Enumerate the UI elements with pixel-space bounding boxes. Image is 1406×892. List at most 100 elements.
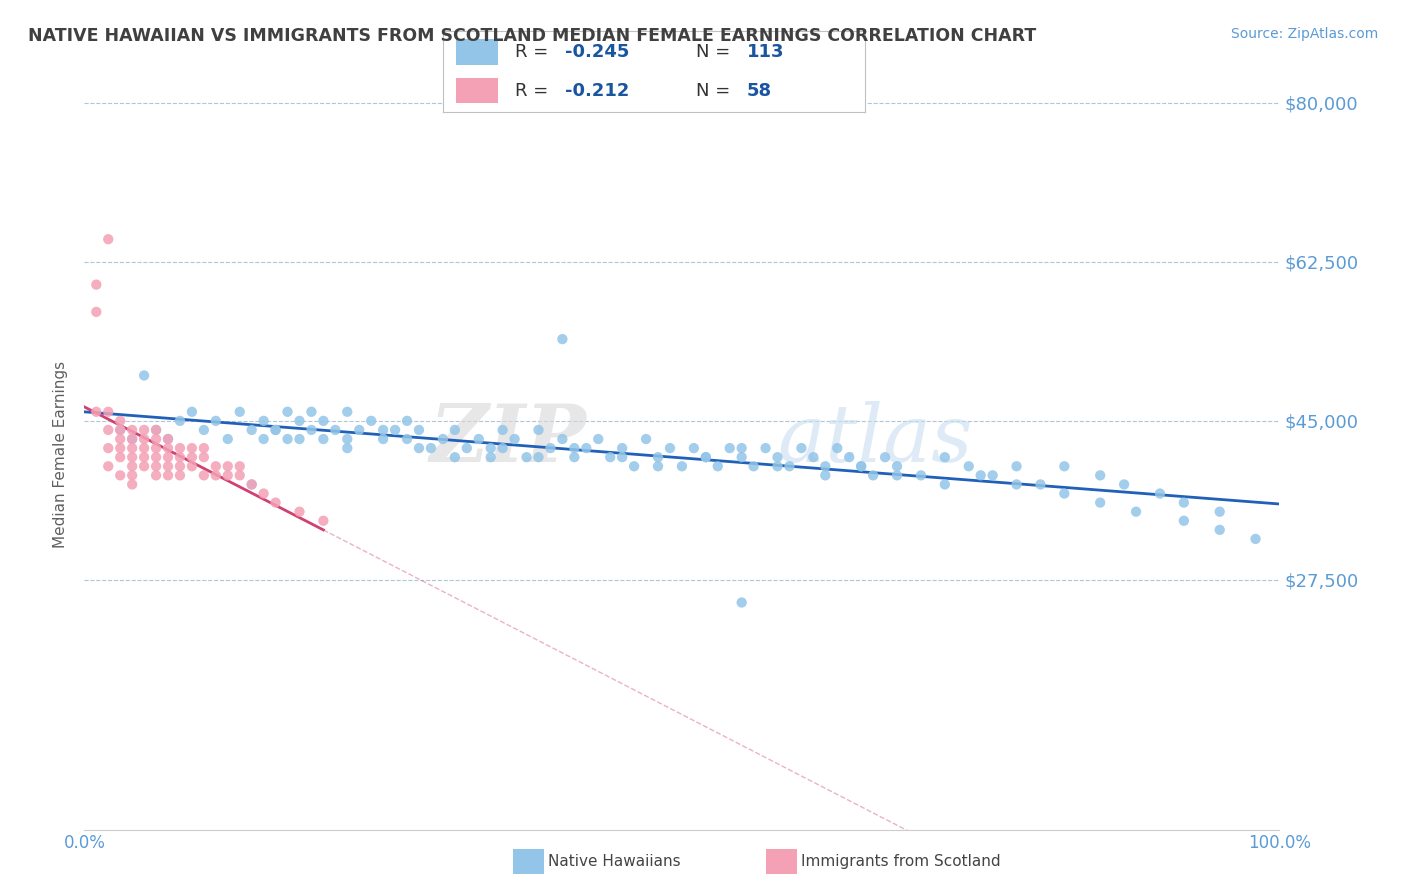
Point bbox=[444, 423, 467, 437]
Point bbox=[540, 441, 562, 455]
Point bbox=[718, 441, 741, 455]
Point bbox=[731, 450, 754, 465]
Point bbox=[683, 441, 706, 455]
Point bbox=[766, 450, 789, 465]
Point bbox=[121, 441, 143, 455]
Point bbox=[1173, 495, 1195, 509]
Point bbox=[564, 450, 586, 465]
Point bbox=[121, 432, 143, 446]
Point bbox=[169, 441, 191, 455]
Point bbox=[373, 423, 395, 437]
Point bbox=[336, 441, 359, 455]
Point bbox=[551, 332, 574, 346]
Point bbox=[97, 423, 120, 437]
Point bbox=[934, 477, 956, 491]
Point bbox=[253, 486, 276, 500]
Point bbox=[707, 459, 730, 474]
Point bbox=[301, 423, 323, 437]
Point bbox=[169, 414, 191, 428]
Point bbox=[169, 468, 191, 483]
Point bbox=[205, 459, 228, 474]
Point bbox=[408, 441, 430, 455]
Point bbox=[157, 459, 180, 474]
Point bbox=[288, 414, 311, 428]
Point bbox=[803, 450, 825, 465]
Point bbox=[766, 459, 789, 474]
Point bbox=[110, 468, 132, 483]
Point bbox=[145, 468, 167, 483]
Point bbox=[1125, 505, 1147, 519]
Point bbox=[731, 595, 754, 609]
Point bbox=[181, 450, 204, 465]
Point bbox=[229, 459, 252, 474]
Point bbox=[312, 432, 335, 446]
Point bbox=[157, 432, 180, 446]
Point bbox=[695, 450, 717, 465]
Text: Native Hawaiians: Native Hawaiians bbox=[548, 855, 681, 869]
Point bbox=[240, 477, 263, 491]
Point bbox=[1090, 495, 1112, 509]
Point bbox=[145, 432, 167, 446]
Point bbox=[97, 405, 120, 419]
Point bbox=[957, 459, 980, 474]
Point bbox=[1090, 468, 1112, 483]
Point bbox=[851, 459, 873, 474]
Point bbox=[110, 432, 132, 446]
Point bbox=[132, 423, 156, 437]
Point bbox=[97, 441, 120, 455]
Point bbox=[755, 441, 778, 455]
Point bbox=[193, 423, 215, 437]
Point bbox=[86, 405, 108, 419]
Point bbox=[193, 441, 215, 455]
Point bbox=[456, 441, 478, 455]
Text: 58: 58 bbox=[747, 82, 772, 100]
Point bbox=[97, 459, 120, 474]
Point bbox=[564, 441, 586, 455]
Point bbox=[86, 277, 108, 292]
Point bbox=[742, 459, 765, 474]
Point bbox=[1209, 505, 1232, 519]
Point bbox=[827, 441, 849, 455]
Point bbox=[157, 450, 180, 465]
Point bbox=[1053, 486, 1076, 500]
Point bbox=[503, 432, 526, 446]
Text: atlas: atlas bbox=[778, 401, 973, 479]
Point bbox=[264, 423, 287, 437]
Point bbox=[132, 450, 156, 465]
Point bbox=[181, 459, 204, 474]
Text: ZIP: ZIP bbox=[429, 401, 586, 479]
Point bbox=[384, 423, 406, 437]
Point bbox=[934, 450, 956, 465]
Point bbox=[814, 459, 837, 474]
Point bbox=[110, 423, 132, 437]
Point bbox=[121, 468, 143, 483]
Point bbox=[145, 459, 167, 474]
Point bbox=[970, 468, 993, 483]
Point bbox=[205, 468, 228, 483]
Point bbox=[360, 414, 382, 428]
Point bbox=[636, 432, 658, 446]
Point bbox=[1149, 486, 1171, 500]
Point bbox=[432, 432, 454, 446]
Point bbox=[790, 441, 813, 455]
Point bbox=[838, 450, 860, 465]
Point bbox=[288, 432, 311, 446]
Text: Source: ZipAtlas.com: Source: ZipAtlas.com bbox=[1230, 27, 1378, 41]
Point bbox=[695, 450, 717, 465]
Point bbox=[527, 423, 550, 437]
Point bbox=[408, 423, 430, 437]
Point bbox=[623, 459, 645, 474]
Point bbox=[420, 441, 443, 455]
Point bbox=[169, 459, 191, 474]
Point bbox=[145, 423, 167, 437]
Point bbox=[217, 432, 239, 446]
Point bbox=[229, 405, 252, 419]
Point bbox=[132, 432, 156, 446]
Point bbox=[181, 405, 204, 419]
Point bbox=[264, 495, 287, 509]
Text: N =: N = bbox=[696, 82, 735, 100]
Point bbox=[575, 441, 598, 455]
Point bbox=[145, 450, 167, 465]
Point bbox=[479, 450, 502, 465]
Point bbox=[1209, 523, 1232, 537]
